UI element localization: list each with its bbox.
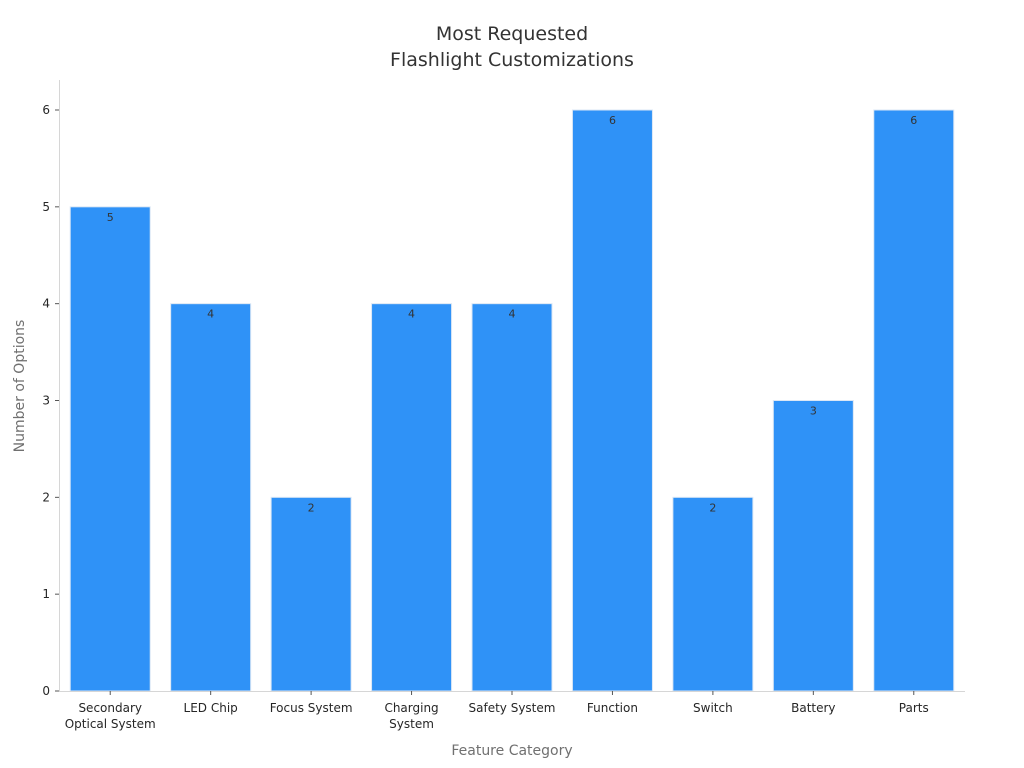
bar-1 xyxy=(170,303,252,692)
x-tick-label-6: Switch xyxy=(693,701,733,715)
x-tick-label-line: Safety System xyxy=(469,701,556,715)
x-tick-label-line: Charging xyxy=(384,701,438,715)
data-label-8: 6 xyxy=(910,114,917,127)
chart-title-line-2: Flashlight Customizations xyxy=(390,49,634,71)
data-label-1: 4 xyxy=(207,308,214,321)
bar-4 xyxy=(471,303,553,692)
bar-2 xyxy=(270,496,352,692)
x-tick-label-line: Function xyxy=(587,701,638,715)
x-tick-label-line: System xyxy=(389,717,434,731)
y-tick-label-3: 3 xyxy=(42,394,50,408)
chart-title-line-1: Most Requested xyxy=(436,23,588,45)
x-tick-label-line: Optical System xyxy=(65,717,156,731)
x-tick-label-7: Battery xyxy=(791,701,835,715)
data-labels-group: 5 4 2 4 4 6 2 3 6 xyxy=(107,114,918,514)
data-label-7: 3 xyxy=(810,405,817,418)
y-tick-label-6: 6 xyxy=(42,103,50,117)
data-label-5: 6 xyxy=(609,114,616,127)
data-label-3: 4 xyxy=(408,308,415,321)
y-axis-title: Number of Options xyxy=(12,320,28,453)
data-label-6: 2 xyxy=(709,501,716,514)
x-tick-label-2: Focus System xyxy=(270,701,353,715)
x-tick-label-3: Charging System xyxy=(384,701,438,731)
bar-6 xyxy=(672,496,754,692)
x-tick-label-4: Safety System xyxy=(469,701,556,715)
bar-8 xyxy=(873,109,955,692)
bar-7 xyxy=(772,400,854,692)
x-tick-label-line: Battery xyxy=(791,701,835,715)
x-labels-group: Secondary Optical System LED Chip Focus Sys… xyxy=(65,691,929,731)
x-tick-label-line: Parts xyxy=(899,701,929,715)
x-tick-label-line: Secondary xyxy=(78,701,142,715)
x-tick-label-0: Secondary Optical System xyxy=(65,701,156,731)
x-tick-label-8: Parts xyxy=(899,701,929,715)
y-tick-label-4: 4 xyxy=(42,297,50,311)
x-axis-title: Feature Category xyxy=(451,743,572,759)
y-tick-label-2: 2 xyxy=(42,490,50,504)
x-tick-label-line: Switch xyxy=(693,701,733,715)
y-tick-label-0: 0 xyxy=(42,684,50,698)
y-tick-label-1: 1 xyxy=(42,587,50,601)
x-tick-label-1: LED Chip xyxy=(184,701,238,715)
bar-5 xyxy=(571,109,653,692)
bars-group xyxy=(69,109,955,692)
data-label-2: 2 xyxy=(308,501,315,514)
x-tick-label-line: LED Chip xyxy=(184,701,238,715)
x-tick-label-line: Focus System xyxy=(270,701,353,715)
bar-3 xyxy=(371,303,453,692)
data-label-0: 5 xyxy=(107,211,114,224)
bar-0 xyxy=(69,206,151,692)
y-tick-label-5: 5 xyxy=(42,200,50,214)
x-tick-label-5: Function xyxy=(587,701,638,715)
data-label-4: 4 xyxy=(509,308,516,321)
y-ticks-group: 0 1 2 3 4 5 6 xyxy=(42,103,59,698)
